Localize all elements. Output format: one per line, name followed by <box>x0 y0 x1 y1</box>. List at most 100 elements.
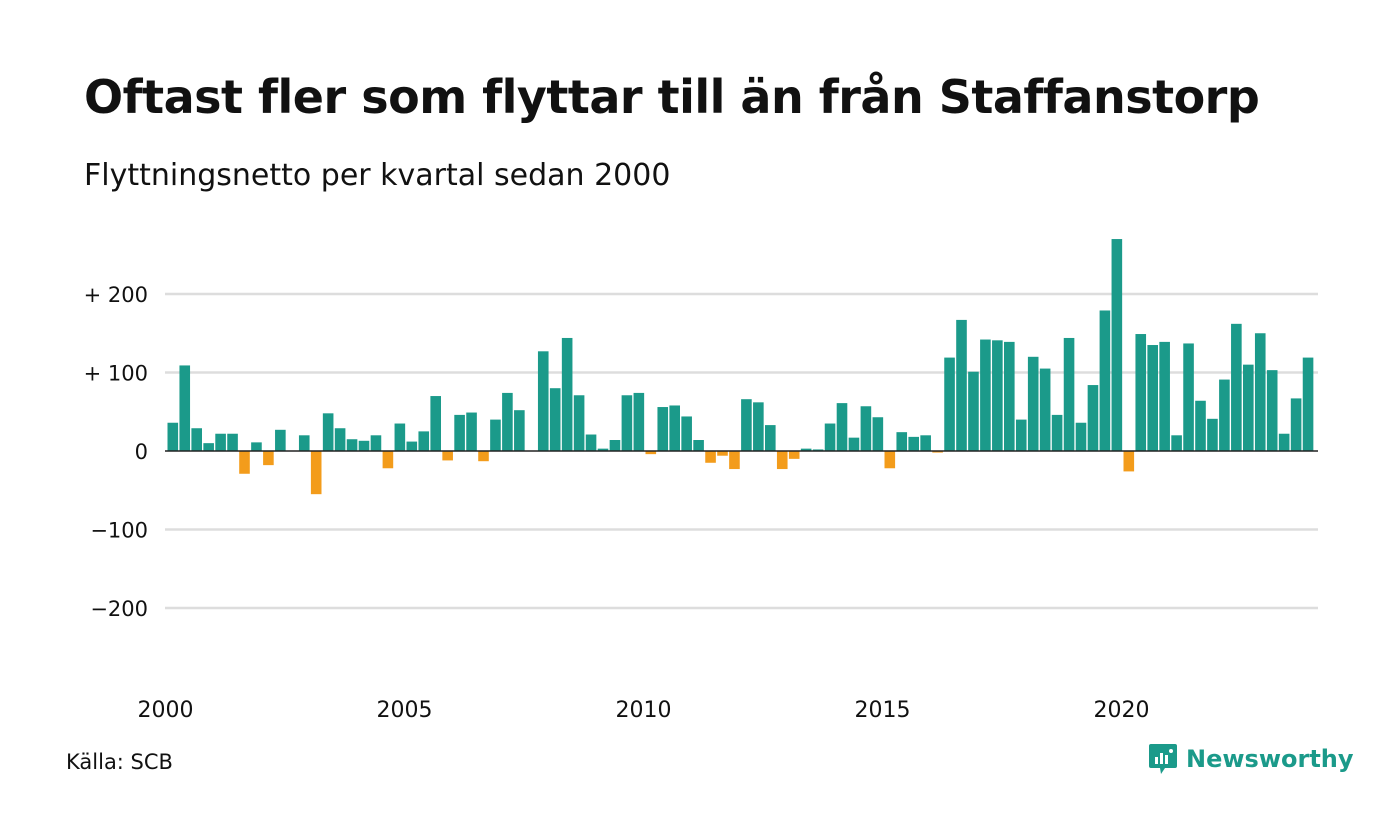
chart-title: Oftast fler som flyttar till än från Sta… <box>84 70 1260 124</box>
bar <box>956 319 967 451</box>
bars <box>167 239 1314 495</box>
x-axis-labels: 2000 2005 2010 2015 2020 <box>138 698 1150 723</box>
bar <box>1063 337 1075 451</box>
bar <box>382 451 394 469</box>
x-tick-label: 2005 <box>377 698 433 723</box>
bar <box>1159 341 1170 451</box>
bar <box>824 423 836 451</box>
bar <box>896 432 908 451</box>
bar <box>1099 310 1111 451</box>
y-tick-label: + 200 <box>84 283 148 307</box>
bar <box>920 435 931 451</box>
x-tick-label: 2020 <box>1094 698 1150 723</box>
x-tick-label: 2010 <box>616 698 672 723</box>
bar <box>1004 341 1015 451</box>
source-note: Källa: SCB <box>66 750 173 774</box>
bar <box>346 439 358 451</box>
bar <box>1302 357 1314 451</box>
bar <box>263 451 274 466</box>
bar <box>848 437 860 451</box>
bar <box>645 451 657 455</box>
bar <box>275 429 286 451</box>
bar <box>466 412 477 451</box>
bar <box>490 419 501 451</box>
bar <box>358 440 370 451</box>
bar <box>597 448 609 451</box>
bar <box>980 339 991 451</box>
bar <box>442 451 453 461</box>
bar <box>621 395 633 451</box>
bar <box>1027 356 1039 451</box>
bar <box>514 410 525 451</box>
brand-logo: Newsworthy <box>1148 742 1354 776</box>
bar <box>1147 345 1158 451</box>
bar <box>537 351 549 451</box>
bar <box>203 443 214 451</box>
y-tick-label: + 100 <box>84 362 148 386</box>
bar <box>1087 385 1099 451</box>
bar <box>657 407 669 451</box>
bar <box>705 451 716 463</box>
bar <box>872 417 884 451</box>
bar <box>179 365 191 451</box>
bar <box>812 449 824 451</box>
bar <box>418 431 430 451</box>
bar <box>394 423 406 451</box>
newsworthy-logo-icon <box>1149 744 1177 774</box>
bar <box>944 357 955 451</box>
bar <box>729 451 740 470</box>
bar <box>860 406 872 451</box>
bar <box>1207 418 1218 451</box>
bar <box>1135 334 1147 451</box>
bar <box>1171 435 1182 451</box>
bar <box>1051 414 1063 451</box>
bar <box>836 403 848 451</box>
bar <box>776 451 788 470</box>
bar <box>633 392 645 451</box>
bar <box>334 428 346 451</box>
bar <box>561 337 573 451</box>
bar <box>406 441 418 451</box>
bar <box>1183 343 1194 451</box>
bar <box>753 402 764 451</box>
x-tick-label: 2015 <box>855 698 911 723</box>
bar <box>502 392 513 451</box>
y-tick-label: −200 <box>90 597 148 621</box>
bar <box>992 340 1003 451</box>
bar <box>1075 422 1087 451</box>
bar <box>693 440 704 451</box>
y-tick-label: −100 <box>90 519 148 543</box>
bar <box>1231 323 1242 451</box>
bar <box>765 425 776 451</box>
bar <box>549 388 561 451</box>
bar <box>454 414 465 451</box>
y-axis-labels: + 200 + 100 0 −100 −200 <box>84 283 148 621</box>
y-tick-label: 0 <box>135 440 148 464</box>
bar <box>1195 400 1206 451</box>
bar <box>239 451 250 474</box>
bar <box>227 433 238 451</box>
bar <box>478 451 489 462</box>
bar <box>908 436 919 451</box>
bar <box>1266 370 1278 451</box>
bar <box>788 451 800 459</box>
bar <box>1123 451 1135 472</box>
bar <box>585 434 597 451</box>
bar <box>1015 419 1027 451</box>
bar <box>370 435 382 451</box>
bar <box>1254 333 1266 451</box>
bar <box>717 451 728 456</box>
brand-name: Newsworthy <box>1186 745 1354 773</box>
bar <box>1039 368 1051 451</box>
bar <box>298 435 310 451</box>
gridlines <box>165 292 1318 610</box>
bar <box>1219 379 1230 451</box>
bar <box>573 395 585 451</box>
bar <box>669 405 680 451</box>
bar <box>800 448 812 451</box>
bar <box>884 451 896 469</box>
bar <box>167 422 179 451</box>
bar <box>251 442 262 451</box>
bar <box>741 399 752 451</box>
chart-subtitle: Flyttningsnetto per kvartal sedan 2000 <box>84 158 671 193</box>
